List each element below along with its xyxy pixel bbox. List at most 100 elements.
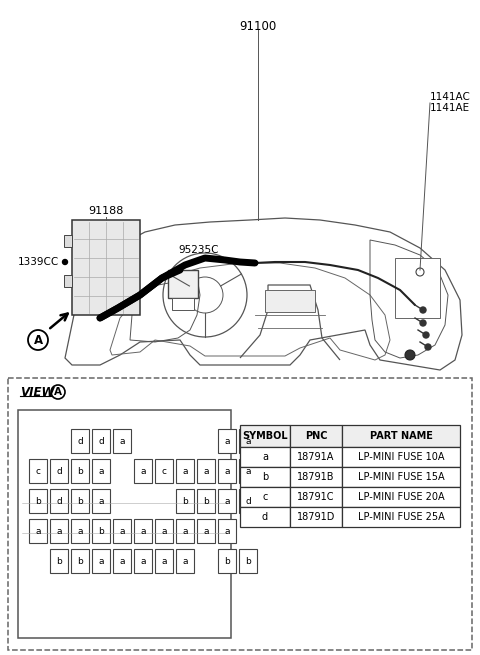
Bar xyxy=(50,519,68,543)
Bar xyxy=(176,459,194,483)
Text: a: a xyxy=(35,527,41,536)
Circle shape xyxy=(420,320,426,326)
Bar xyxy=(197,519,215,543)
Text: PNC: PNC xyxy=(305,431,327,441)
Text: LP-MINI FUSE 25A: LP-MINI FUSE 25A xyxy=(358,512,444,522)
Text: 1141AE: 1141AE xyxy=(430,103,470,113)
Bar xyxy=(92,429,110,453)
Text: 91100: 91100 xyxy=(240,20,276,33)
Bar xyxy=(155,519,173,543)
Bar xyxy=(239,459,257,483)
Bar xyxy=(155,459,173,483)
Bar xyxy=(29,489,47,513)
Bar xyxy=(290,507,342,527)
Text: SYMBOL: SYMBOL xyxy=(242,431,288,441)
Bar xyxy=(134,459,152,483)
Bar xyxy=(218,489,236,513)
Text: d: d xyxy=(98,436,104,445)
Text: a: a xyxy=(119,436,125,445)
Text: b: b xyxy=(77,496,83,506)
Text: d: d xyxy=(77,436,83,445)
Bar xyxy=(92,519,110,543)
FancyBboxPatch shape xyxy=(168,270,198,298)
Text: 18791A: 18791A xyxy=(297,452,335,462)
Text: VIEW: VIEW xyxy=(20,386,55,398)
Bar xyxy=(64,235,72,247)
FancyBboxPatch shape xyxy=(18,410,231,638)
Bar xyxy=(92,549,110,573)
Text: b: b xyxy=(35,496,41,506)
Circle shape xyxy=(423,332,429,338)
Bar xyxy=(50,459,68,483)
Bar xyxy=(134,519,152,543)
Bar xyxy=(176,519,194,543)
Text: d: d xyxy=(245,496,251,506)
Circle shape xyxy=(425,344,431,350)
Text: LP-MINI FUSE 10A: LP-MINI FUSE 10A xyxy=(358,452,444,462)
Text: a: a xyxy=(262,452,268,462)
Bar xyxy=(71,489,89,513)
Text: b: b xyxy=(77,557,83,565)
Text: a: a xyxy=(224,496,230,506)
Bar xyxy=(290,487,342,507)
Bar xyxy=(197,459,215,483)
Text: b: b xyxy=(245,557,251,565)
Text: 1339CC: 1339CC xyxy=(18,257,59,267)
Bar xyxy=(342,467,460,487)
Text: a: a xyxy=(182,466,188,476)
Text: a: a xyxy=(224,466,230,476)
Text: d: d xyxy=(262,512,268,522)
Text: 1141AC: 1141AC xyxy=(430,92,471,102)
FancyBboxPatch shape xyxy=(8,378,472,650)
Text: LP-MINI FUSE 20A: LP-MINI FUSE 20A xyxy=(358,492,444,502)
Text: d: d xyxy=(56,466,62,476)
Text: 18791B: 18791B xyxy=(297,472,335,482)
Text: b: b xyxy=(182,496,188,506)
Bar xyxy=(113,549,131,573)
Bar xyxy=(113,429,131,453)
Bar xyxy=(395,258,440,318)
Bar xyxy=(240,467,290,487)
Text: A: A xyxy=(34,333,43,346)
Text: b: b xyxy=(262,472,268,482)
Text: a: a xyxy=(161,557,167,565)
Text: a: a xyxy=(98,557,104,565)
Circle shape xyxy=(62,259,68,265)
Bar xyxy=(71,519,89,543)
Bar xyxy=(176,489,194,513)
Text: b: b xyxy=(56,557,62,565)
Bar xyxy=(71,549,89,573)
Text: a: a xyxy=(98,466,104,476)
Text: LP-MINI FUSE 15A: LP-MINI FUSE 15A xyxy=(358,472,444,482)
Bar xyxy=(239,549,257,573)
Text: c: c xyxy=(262,492,268,502)
Text: b: b xyxy=(77,466,83,476)
Text: b: b xyxy=(224,557,230,565)
Bar xyxy=(71,459,89,483)
Text: a: a xyxy=(119,527,125,536)
Bar xyxy=(29,519,47,543)
Bar xyxy=(240,487,290,507)
Bar xyxy=(71,429,89,453)
Text: d: d xyxy=(56,496,62,506)
Bar xyxy=(342,425,460,447)
Bar xyxy=(240,507,290,527)
Bar xyxy=(92,459,110,483)
Text: 91188: 91188 xyxy=(88,206,124,216)
Text: a: a xyxy=(203,527,209,536)
FancyBboxPatch shape xyxy=(72,220,140,315)
Bar xyxy=(240,447,290,467)
Text: b: b xyxy=(203,496,209,506)
Text: a: a xyxy=(98,496,104,506)
Bar xyxy=(342,507,460,527)
Bar xyxy=(290,467,342,487)
Text: b: b xyxy=(98,527,104,536)
Text: a: a xyxy=(119,557,125,565)
Bar xyxy=(218,459,236,483)
Text: a: a xyxy=(140,466,146,476)
Bar xyxy=(265,290,315,312)
Bar xyxy=(342,447,460,467)
Bar xyxy=(176,549,194,573)
Text: a: a xyxy=(140,527,146,536)
Text: 18791D: 18791D xyxy=(297,512,335,522)
